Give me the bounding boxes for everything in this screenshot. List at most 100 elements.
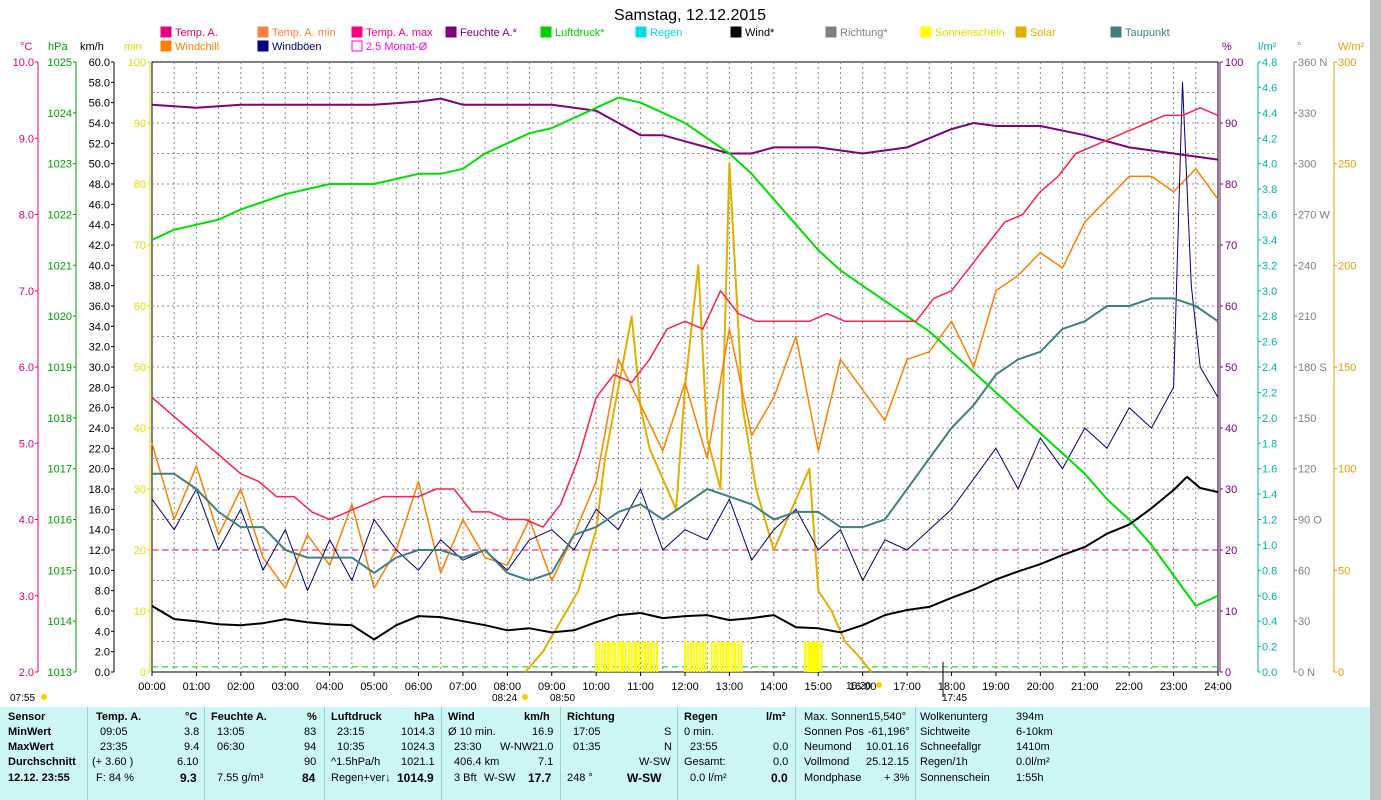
stats-cloud-base: 394m	[1016, 711, 1044, 723]
stats-direction-header: Richtung	[567, 711, 615, 723]
axis-tick-label: 34.0	[89, 321, 110, 333]
x-tick-label: 05:00	[360, 681, 388, 693]
x-tick-label: 21:00	[1071, 681, 1099, 693]
axis-tick-label: 1017	[48, 464, 72, 476]
axis-tick-label: 50	[1338, 565, 1350, 577]
axis-tick-label: 2.0	[19, 667, 34, 679]
legend-swatch	[257, 40, 269, 52]
legend-swatch	[1110, 26, 1122, 38]
stats-wind-run: 406.4 km	[454, 756, 500, 768]
axis-tick-label: 8.0	[95, 586, 110, 598]
stats-cloud-base-label: Wolkenunterg	[920, 711, 988, 723]
axis-tick-label: 360 N	[1298, 57, 1327, 69]
axis-tick-label: 56.0	[89, 98, 110, 110]
axis-tick-label: 0.8	[1262, 565, 1277, 577]
legend-swatch	[160, 40, 172, 52]
legend-label: Sonnenschein	[935, 27, 1005, 39]
axis-tick-label: 9.0	[19, 133, 34, 145]
axis-unit-label: l/m²	[1258, 41, 1277, 53]
axis-tick-label: 80	[1225, 179, 1237, 191]
axis-tick-label: 1019	[48, 362, 72, 374]
stats-avg-label: Durchschnitt	[8, 756, 76, 768]
axis-tick-label: 90 O	[1298, 515, 1322, 527]
stats-snowline-label: Schneefallgr	[920, 741, 982, 753]
stats-temp-max-time: 23:35	[100, 741, 128, 753]
axis-tick-label: 4.4	[1262, 108, 1277, 120]
stats-humidity-avg: 90	[304, 756, 317, 768]
stats-sunshine-label: Sonnenschein	[920, 772, 990, 784]
axis-tick-label: 36.0	[89, 301, 110, 313]
axis-tick-label: 1020	[48, 311, 72, 323]
sunrise-time: 08:24	[492, 693, 517, 704]
stats-pressure-trend: ^1.5hPa/h	[331, 756, 381, 768]
stats-pressure-max-time: 10:35	[337, 741, 365, 753]
x-tick-label: 15:00	[804, 681, 832, 693]
stats-wind-avg10: 16.9	[532, 726, 554, 738]
stats-new-moon-label: Neumond	[804, 741, 852, 753]
x-tick-label: 13:00	[716, 681, 744, 693]
x-tick-label: 06:00	[405, 681, 433, 693]
axis-tick-label: 330	[1298, 108, 1316, 120]
x-tick-label: 22:00	[1115, 681, 1143, 693]
axis-tick-label: 70	[134, 240, 146, 252]
stats-pressure-header: Luftdruck	[331, 711, 382, 723]
stats-rain-column: Regen l/m² 0 min. 23:55 0.0 Gesamt: 0.0 0.0…	[677, 707, 796, 800]
axis-unit-label: min	[124, 41, 142, 53]
stats-current-label: 12.12. 23:55	[8, 772, 70, 784]
stats-wind-column: Wind km/h Ø 10 min. 16.9 23:30 W-NW 21.0 406…	[441, 707, 561, 800]
stats-sun-pos-label: Sonnen Pos	[804, 726, 864, 738]
axis-tick-label: 1025	[48, 57, 72, 69]
axis-tick-label: 48.0	[89, 179, 110, 191]
axis-tick-label: 270 W	[1298, 210, 1330, 222]
stats-sun-column: Max. Sonnen 15,540° Sonnen Pos -61,196° Ne…	[795, 707, 916, 800]
axis-tick-label: 2.4	[1262, 362, 1277, 374]
stats-moon-phase-label: Mondphase	[804, 772, 862, 784]
axis-tick-label: 1013	[48, 667, 72, 679]
axis-tick-label: 50	[1225, 362, 1237, 374]
stats-rain-duration: 0 min.	[684, 726, 714, 738]
legend-label: Solar	[1030, 27, 1056, 39]
stats-humidity-current: 84	[302, 771, 316, 785]
chart-x-axis: 00:00 01:00 02:00 03:00 04:00 05:00 06:00 07:00…	[138, 672, 1232, 693]
legend-swatch	[635, 26, 647, 38]
axis-tick-label: 30.0	[89, 362, 110, 374]
axis-tick-label: 1015	[48, 565, 72, 577]
stats-wind-current-dir: W-SW	[484, 772, 516, 784]
axis-tick-label: 210	[1298, 311, 1316, 323]
stats-rain-hour: 0.0l/m²	[1016, 756, 1050, 768]
axis-tick-label: 2.6	[1262, 337, 1277, 349]
x-tick-label: 11:00	[627, 681, 654, 693]
stats-temp-min: 3.8	[184, 726, 200, 738]
stats-sensor-column: Sensor MinWert MaxWert Durchschnitt 12.1…	[0, 707, 87, 800]
solar-series-line	[524, 162, 873, 673]
chart-grid	[151, 61, 1219, 673]
stats-sensor-header: Sensor	[8, 711, 46, 723]
axis-tick-label: 4.6	[1262, 82, 1277, 94]
legend-label: Temp. A. max	[366, 27, 433, 39]
axis-tick-label: 24.0	[89, 423, 110, 435]
stats-pressure-forecast: Regen+ver↓	[331, 772, 391, 784]
legend-label: Temp. A.	[175, 27, 218, 39]
chart-axes: °C2.03.04.05.06.07.08.09.010.0hPa1013101…	[13, 41, 1365, 679]
axis-tick-label: 4.8	[1262, 57, 1277, 69]
stats-wind-max: 21.0	[532, 741, 554, 753]
axis-tick-label: 42.0	[89, 240, 110, 252]
stats-full-moon-label: Vollmond	[804, 756, 850, 768]
stats-humidity-min: 83	[304, 726, 317, 738]
x-tick-label: 12:00	[671, 681, 699, 693]
axis-tick-label: 60	[134, 301, 146, 313]
axis-tick-label: 3.4	[1262, 235, 1277, 247]
legend-swatch	[351, 40, 363, 52]
x-tick-label: 02:00	[227, 681, 255, 693]
axis-tick-label: 180 S	[1298, 362, 1327, 374]
axis-tick-label: 4.0	[19, 515, 34, 527]
axis-tick-label: 10	[134, 606, 146, 618]
x-tick-label: 00:00	[138, 681, 166, 693]
axis-tick-label: 7.0	[19, 286, 34, 298]
legend-label: Temp. A. min	[272, 27, 336, 39]
windchill-series-line	[151, 168, 1219, 589]
stats-wind-header: Wind	[448, 711, 475, 723]
axis-tick-label: 22.0	[89, 443, 110, 455]
stats-visibility: 6-10km	[1016, 726, 1053, 738]
stats-humidity-min-time: 13:05	[217, 726, 245, 738]
